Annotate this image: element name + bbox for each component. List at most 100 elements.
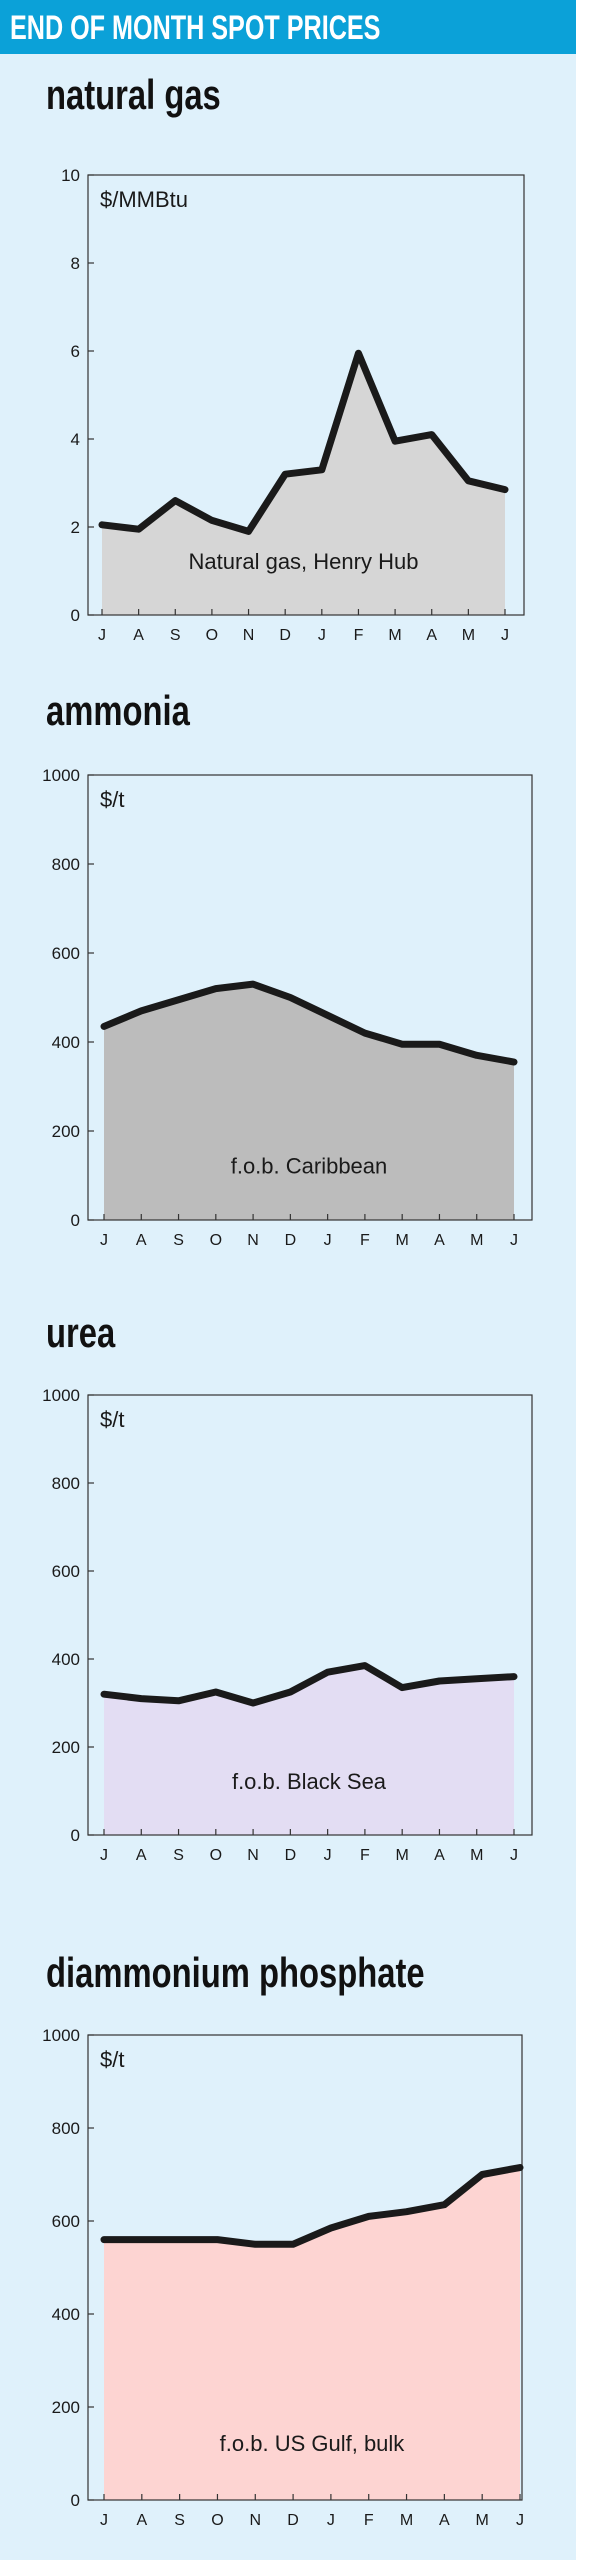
unit-label: $/t [100, 787, 124, 812]
x-tick-label: J [100, 1847, 108, 1864]
x-tick-label: M [396, 1232, 409, 1249]
y-tick-label: 600 [52, 2212, 80, 2231]
x-tick-label: J [324, 1232, 332, 1249]
y-tick-label: 4 [71, 430, 80, 449]
x-tick-label: A [434, 1232, 445, 1249]
area-fill [104, 2167, 520, 2500]
unit-label: $/t [100, 2047, 124, 2072]
x-tick-label: F [364, 2512, 374, 2529]
spot-prices-page: END OF MONTH SPOT PRICES natural gas 0 2 4… [0, 0, 576, 2560]
plot-frame [87, 1394, 533, 1836]
y-tick-label: 800 [52, 1474, 80, 1493]
x-tick-label: M [396, 1847, 409, 1864]
y-tick-label: 1000 [42, 766, 80, 785]
x-tick-label: J [98, 627, 106, 644]
x-tick-label: J [318, 627, 326, 644]
series-line [100, 1662, 518, 1707]
x-tick-label: M [400, 2512, 413, 2529]
series-label: f.o.b. Caribbean [231, 1153, 388, 1178]
x-tick-label: D [279, 627, 291, 644]
x-tick-label: N [243, 627, 255, 644]
x-tick-label: J [510, 1847, 518, 1864]
y-tick-label: 8 [71, 254, 80, 273]
area-fill [104, 984, 514, 1220]
x-tick-label: S [173, 1232, 184, 1249]
x-tick-label: S [170, 627, 181, 644]
series-line [100, 980, 518, 1066]
y-tick-label: 200 [52, 1122, 80, 1141]
series-line [98, 349, 509, 535]
y-tick-label: 0 [71, 1826, 80, 1845]
y-tick-label: 400 [52, 1650, 80, 1669]
series-label: f.o.b. Black Sea [232, 1769, 387, 1794]
x-tick-label: J [100, 2512, 108, 2529]
y-tick-label: 6 [71, 342, 80, 361]
y-tick-label: 400 [52, 2305, 80, 2324]
header-banner: END OF MONTH SPOT PRICES [0, 0, 576, 54]
x-tick-label: O [210, 1847, 222, 1864]
urea-title: urea [46, 1309, 116, 1356]
x-tick-label: A [426, 627, 437, 644]
x-tick-label: A [434, 1847, 445, 1864]
x-tick-label: O [211, 2512, 223, 2529]
x-tick-label: A [136, 1232, 147, 1249]
x-tick-label: J [510, 1232, 518, 1249]
y-tick-label: 600 [52, 944, 80, 963]
unit-label: $/MMBtu [100, 187, 188, 212]
y-tick-label: 800 [52, 855, 80, 874]
y-tick-label: 0 [71, 2491, 80, 2510]
y-tick-label: 200 [52, 1738, 80, 1757]
x-tick-label: A [133, 627, 144, 644]
x-tick-label: N [247, 1847, 259, 1864]
plot-frame [87, 174, 525, 616]
area-fill [102, 353, 505, 615]
x-tick-label: D [285, 1847, 297, 1864]
plot-frame [87, 2034, 523, 2501]
y-tick-label: 400 [52, 1033, 80, 1052]
page-title: END OF MONTH SPOT PRICES [10, 9, 381, 47]
x-tick-label: N [247, 1232, 259, 1249]
x-tick-label: M [462, 627, 475, 644]
x-tick-label: J [501, 627, 509, 644]
x-tick-label: F [360, 1232, 370, 1249]
y-tick-label: 0 [71, 1211, 80, 1230]
y-tick-label: 0 [71, 606, 80, 625]
plot-frame [87, 774, 533, 1221]
y-tick-label: 1000 [42, 1386, 80, 1405]
x-tick-label: D [285, 1232, 297, 1249]
ammonia-title: ammonia [46, 687, 190, 734]
x-tick-label: J [324, 1847, 332, 1864]
x-tick-label: S [173, 1847, 184, 1864]
diammonium-phosphate-chart: 0 200 400 600 800 1000 J A S O N D J F M A M J $/t f.o.b. U… [42, 2026, 524, 2529]
y-tick-label: 600 [52, 1562, 80, 1581]
y-tick-label: 10 [61, 166, 80, 185]
y-tick-label: 2 [71, 518, 80, 537]
x-tick-label: F [360, 1847, 370, 1864]
x-tick-label: M [388, 627, 401, 644]
x-tick-label: D [287, 2512, 299, 2529]
x-tick-label: N [249, 2512, 261, 2529]
area-fill [104, 1665, 514, 1835]
dap-title: diammonium phosphate [46, 1949, 425, 1996]
x-tick-label: M [476, 2512, 489, 2529]
x-tick-label: J [327, 2512, 335, 2529]
x-tick-label: J [516, 2512, 524, 2529]
x-tick-label: S [174, 2512, 185, 2529]
x-tick-label: A [439, 2512, 450, 2529]
y-tick-label: 800 [52, 2119, 80, 2138]
unit-label: $/t [100, 1407, 124, 1432]
x-tick-label: J [100, 1232, 108, 1249]
x-tick-label: F [354, 627, 364, 644]
series-line [100, 2164, 524, 2248]
y-tick-label: 1000 [42, 2026, 80, 2045]
x-tick-label: A [136, 1847, 147, 1864]
natural-gas-title: natural gas [46, 71, 221, 118]
series-label: f.o.b. US Gulf, bulk [220, 2431, 406, 2456]
x-tick-label: M [470, 1847, 483, 1864]
natural-gas-chart: 0 2 4 6 8 10 J A S O N D J F M A M J $/MMBtu Natural gas, H… [61, 166, 525, 644]
x-tick-label: O [206, 627, 218, 644]
x-tick-label: A [136, 2512, 147, 2529]
y-tick-label: 200 [52, 2398, 80, 2417]
x-tick-label: O [210, 1232, 222, 1249]
series-label: Natural gas, Henry Hub [189, 549, 419, 574]
